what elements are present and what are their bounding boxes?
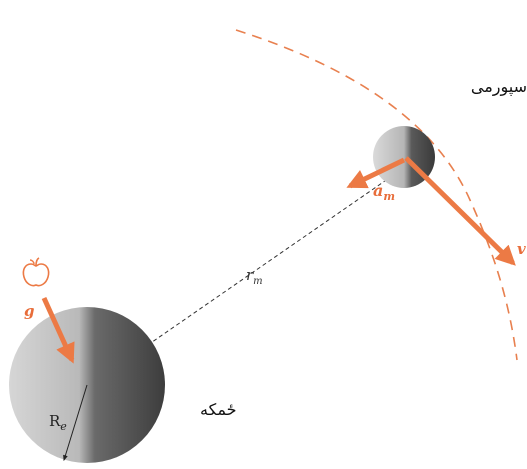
gravity-label: g [24, 302, 35, 320]
earth-radius-line [63, 384, 88, 462]
gravity-arrow [41, 296, 75, 364]
velocity-arrow [404, 156, 516, 266]
velocity-label: v [517, 240, 526, 258]
earth-label: ځمکه [200, 400, 237, 419]
orbit-arc [235, 29, 518, 361]
acceleration-label: am [373, 181, 395, 203]
distance-label: rm [246, 266, 263, 287]
moon-label: سپورمی [471, 77, 527, 97]
apple-icon [22, 257, 50, 287]
earth-radius-label: Re [49, 412, 67, 433]
acceleration-arrow [346, 157, 406, 189]
